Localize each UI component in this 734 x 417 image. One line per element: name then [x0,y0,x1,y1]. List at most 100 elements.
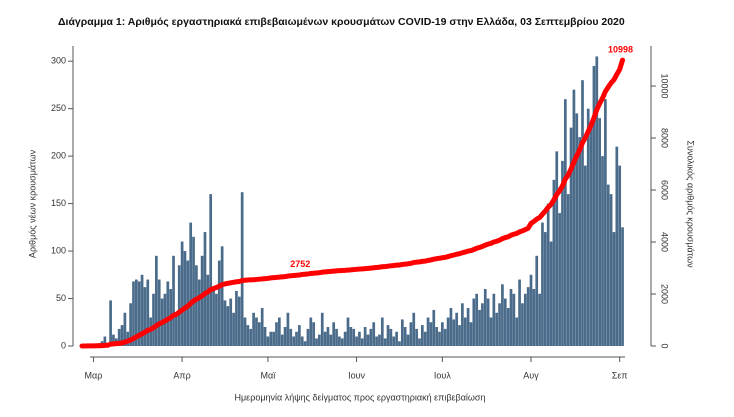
bar [515,317,519,346]
bar [383,338,387,346]
y-axis-label: Αριθμός νέων κρουσμάτων [27,149,37,258]
bar [469,322,473,346]
bar [532,289,536,346]
bar [463,317,467,346]
bar [452,319,456,346]
bar [343,331,347,346]
bar [366,334,370,346]
bar [378,334,381,346]
bar [418,338,421,346]
bar [563,99,567,347]
bar [572,89,576,346]
y-tick-label: 200 [51,151,66,161]
bar [438,331,441,346]
bar [275,322,278,346]
bar [132,281,135,346]
bar [566,194,570,346]
bar [232,312,235,346]
bar [552,179,556,346]
bar [426,317,430,346]
bar [589,127,593,346]
bar [581,80,584,346]
bar [458,325,461,346]
bar [243,317,247,346]
bar [255,317,258,346]
bar [315,338,318,346]
bar [109,300,112,346]
bar [595,56,599,346]
bar [526,287,530,346]
bar [395,331,398,346]
bar [449,308,453,346]
bar [329,334,333,346]
y-tick-label: 50 [56,293,66,303]
bar [592,65,596,346]
bar [280,334,284,346]
bar [292,336,295,346]
bar [400,319,404,346]
bar [601,156,604,346]
y2-tick-label: 10000 [660,74,670,99]
bar [521,303,524,346]
bar [263,327,267,346]
bar [123,312,127,346]
bar [412,312,416,346]
bar [546,203,550,346]
bar [272,331,275,346]
bar [612,232,616,346]
bar [235,290,238,346]
bar [152,293,155,346]
bar [298,325,301,346]
bar [489,317,493,346]
bar [432,309,436,346]
bar [435,327,438,346]
y2-tick-label: 6000 [660,180,670,200]
bar [134,279,138,346]
bar [246,325,250,346]
bar [217,260,221,346]
y2-tick-label: 4000 [660,232,670,252]
bar [478,309,481,346]
bar [346,317,350,346]
bar [523,293,527,346]
y-tick-label: 300 [51,56,66,66]
y-tick-label: 250 [51,103,66,113]
y2-tick-label: 2000 [660,284,670,304]
bar [443,328,447,346]
y2-tick-label: 8000 [660,128,670,148]
bar [446,317,450,346]
bar [129,303,132,346]
bar [120,325,124,346]
bar [518,279,521,346]
bar [386,325,390,346]
x-tick-label: Ιουλ [434,370,451,380]
bar [486,298,490,346]
y-tick-label: 0 [61,340,66,350]
bar [503,298,507,346]
bar [335,328,338,346]
bar [492,293,496,346]
bar [501,284,504,346]
bar [512,293,516,346]
bar [483,289,487,346]
bar [312,322,316,346]
bar [604,99,607,347]
bar [355,336,358,346]
bar [295,331,298,346]
bar [380,317,384,346]
bar [455,312,459,346]
bar [558,213,561,346]
bar [360,338,364,346]
bar [323,331,327,346]
bar [197,279,201,346]
bar [389,328,393,346]
y2-axis-label: Συνολικός αριθμός κρουσμάτων [686,140,696,268]
x-tick-label: Απρ [173,370,190,380]
bar [606,184,610,346]
x-tick-label: Σεπ [612,370,628,380]
bar [200,255,204,346]
bar [415,328,418,346]
bar [146,279,150,346]
bar [192,236,195,346]
